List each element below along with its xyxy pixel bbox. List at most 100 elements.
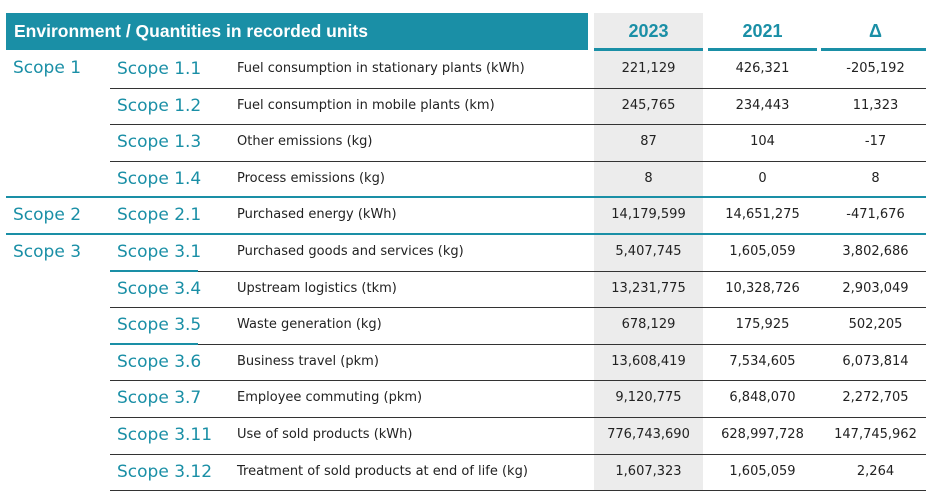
value-2023: 1,607,323	[615, 463, 682, 479]
highlight-2023-cell	[594, 270, 703, 308]
table-row: Scope 1.1 Fuel consumption in stationary …	[0, 51, 930, 88]
value-2023: 13,608,419	[611, 353, 686, 369]
row-divider	[110, 380, 926, 382]
value-2023: 245,765	[621, 97, 676, 113]
row-divider	[110, 453, 926, 455]
subcategory-label: Scope 3.7	[117, 388, 202, 409]
table-row: Scope 3.6 Business travel (pkm) 13,608,419…	[0, 344, 930, 381]
row-accent-line	[110, 269, 198, 272]
row-divider	[110, 417, 926, 418]
table-row: Scope 3.1 Purchased goods and services (k…	[0, 234, 930, 271]
highlight-2023-cell	[594, 197, 703, 234]
metric-description: Fuel consumption in stationary plants (k…	[237, 61, 525, 76]
table-row: Scope 1.2 Fuel consumption in mobile plan…	[0, 88, 930, 125]
row-divider	[110, 87, 926, 89]
header-underline-delta	[821, 48, 926, 51]
highlight-2023-cell	[594, 307, 703, 344]
value-2021: 426,321	[735, 61, 790, 76]
value-delta: 11,323	[852, 97, 899, 113]
value-delta: 8	[871, 170, 880, 186]
value-2023: 14,179,599	[611, 207, 686, 223]
value-2021: 104	[750, 134, 775, 150]
value-2021: 1,605,059	[729, 463, 796, 479]
value-2021: 10,328,726	[725, 280, 800, 296]
value-2023: 776,743,690	[607, 427, 690, 442]
row-divider	[110, 490, 926, 492]
value-delta: -205,192	[846, 61, 905, 76]
table-row: Scope 1.4 Process emissions (kg) 8 0 8	[0, 161, 930, 198]
subcategory-label: Scope 1.4	[117, 168, 202, 189]
subcategory-label: Scope 3.5	[117, 315, 202, 336]
value-2023: 9,120,775	[615, 390, 682, 406]
value-2021: 234,443	[735, 97, 790, 113]
table-row: Scope 3.7 Employee commuting (pkm) 9,120,7…	[0, 380, 930, 417]
metric-description: Process emissions (kg)	[237, 170, 385, 186]
table-row: Scope 3.5 Waste generation (kg) 678,129 175…	[0, 307, 930, 344]
column-header-2021: 2021	[742, 21, 783, 41]
scope-divider	[6, 233, 926, 235]
highlight-2023-cell	[594, 380, 703, 417]
highlight-2023-cell	[594, 160, 703, 198]
scope-1-label: Scope 1	[13, 58, 82, 78]
scope-3-label: Scope 3	[13, 242, 82, 262]
subcategory-label: Scope 3.12	[117, 461, 213, 482]
value-delta: 6,073,814	[842, 353, 909, 369]
column-header-delta: Δ	[869, 21, 882, 41]
metric-description: Fuel consumption in mobile plants (km)	[237, 97, 495, 113]
highlight-2023-cell	[594, 417, 703, 454]
value-2021: 175,925	[735, 317, 790, 333]
metric-description: Business travel (pkm)	[237, 353, 379, 369]
row-divider	[110, 160, 926, 162]
metric-description: Other emissions (kg)	[237, 134, 373, 150]
value-delta: 147,745,962	[834, 427, 917, 442]
subcategory-label: Scope 1.3	[117, 132, 202, 153]
row-divider	[110, 307, 926, 309]
highlight-2023-cell	[594, 453, 703, 491]
row-divider	[110, 343, 926, 345]
value-2021: 628,997,728	[721, 427, 804, 442]
value-delta: 2,264	[856, 463, 895, 479]
value-2023: 13,231,775	[611, 280, 686, 296]
table-row: Scope 3.12 Treatment of sold products at …	[0, 454, 930, 491]
highlight-2023-cell	[594, 87, 703, 125]
subcategory-label: Scope 3.4	[117, 278, 202, 299]
value-delta: -471,676	[846, 207, 905, 223]
value-2021: 14,651,275	[725, 207, 800, 223]
metric-description: Upstream logistics (tkm)	[237, 280, 397, 296]
table-title: Environment / Quantities in recorded uni…	[6, 13, 588, 50]
value-delta: 2,272,705	[842, 390, 909, 406]
row-divider	[110, 270, 926, 272]
value-delta: 502,205	[848, 317, 903, 333]
metric-description: Treatment of sold products at end of lif…	[237, 463, 528, 479]
table-row: Scope 2.1 Purchased energy (kWh) 14,179,59…	[0, 197, 930, 234]
value-delta: 2,903,049	[842, 280, 909, 296]
column-header-2023: 2023	[594, 13, 703, 50]
highlight-2023-cell	[594, 124, 703, 161]
metric-description: Employee commuting (pkm)	[237, 390, 423, 406]
value-delta: 3,802,686	[842, 244, 909, 259]
header-underline-2021	[708, 48, 817, 51]
row-divider	[110, 124, 926, 126]
metric-description: Use of sold products (kWh)	[237, 427, 413, 442]
table-row: Scope 1.3 Other emissions (kg) 87 104 -17	[0, 124, 930, 161]
subcategory-label: Scope 3.1	[117, 242, 202, 262]
value-2023: 5,407,745	[615, 244, 682, 259]
metric-description: Waste generation (kg)	[237, 317, 382, 333]
subcategory-label: Scope 2.1	[117, 205, 202, 226]
value-2021: 1,605,059	[729, 244, 796, 259]
value-2023: 221,129	[621, 61, 676, 76]
value-2021: 7,534,605	[729, 353, 796, 369]
highlight-2023-cell	[594, 343, 703, 381]
highlight-2023-cell	[594, 234, 703, 271]
subcategory-label: Scope 3.6	[117, 351, 202, 372]
row-accent-line	[110, 342, 198, 345]
scope-divider	[6, 196, 926, 199]
table-row: Scope 3.11 Use of sold products (kWh) 776,…	[0, 417, 930, 454]
value-2023: 87	[640, 134, 657, 150]
subcategory-label: Scope 1.2	[117, 95, 202, 116]
header-underline-2023	[594, 48, 703, 51]
value-2021: 6,848,070	[729, 390, 796, 406]
value-2023: 678,129	[621, 317, 676, 333]
metric-description: Purchased goods and services (kg)	[237, 244, 464, 259]
